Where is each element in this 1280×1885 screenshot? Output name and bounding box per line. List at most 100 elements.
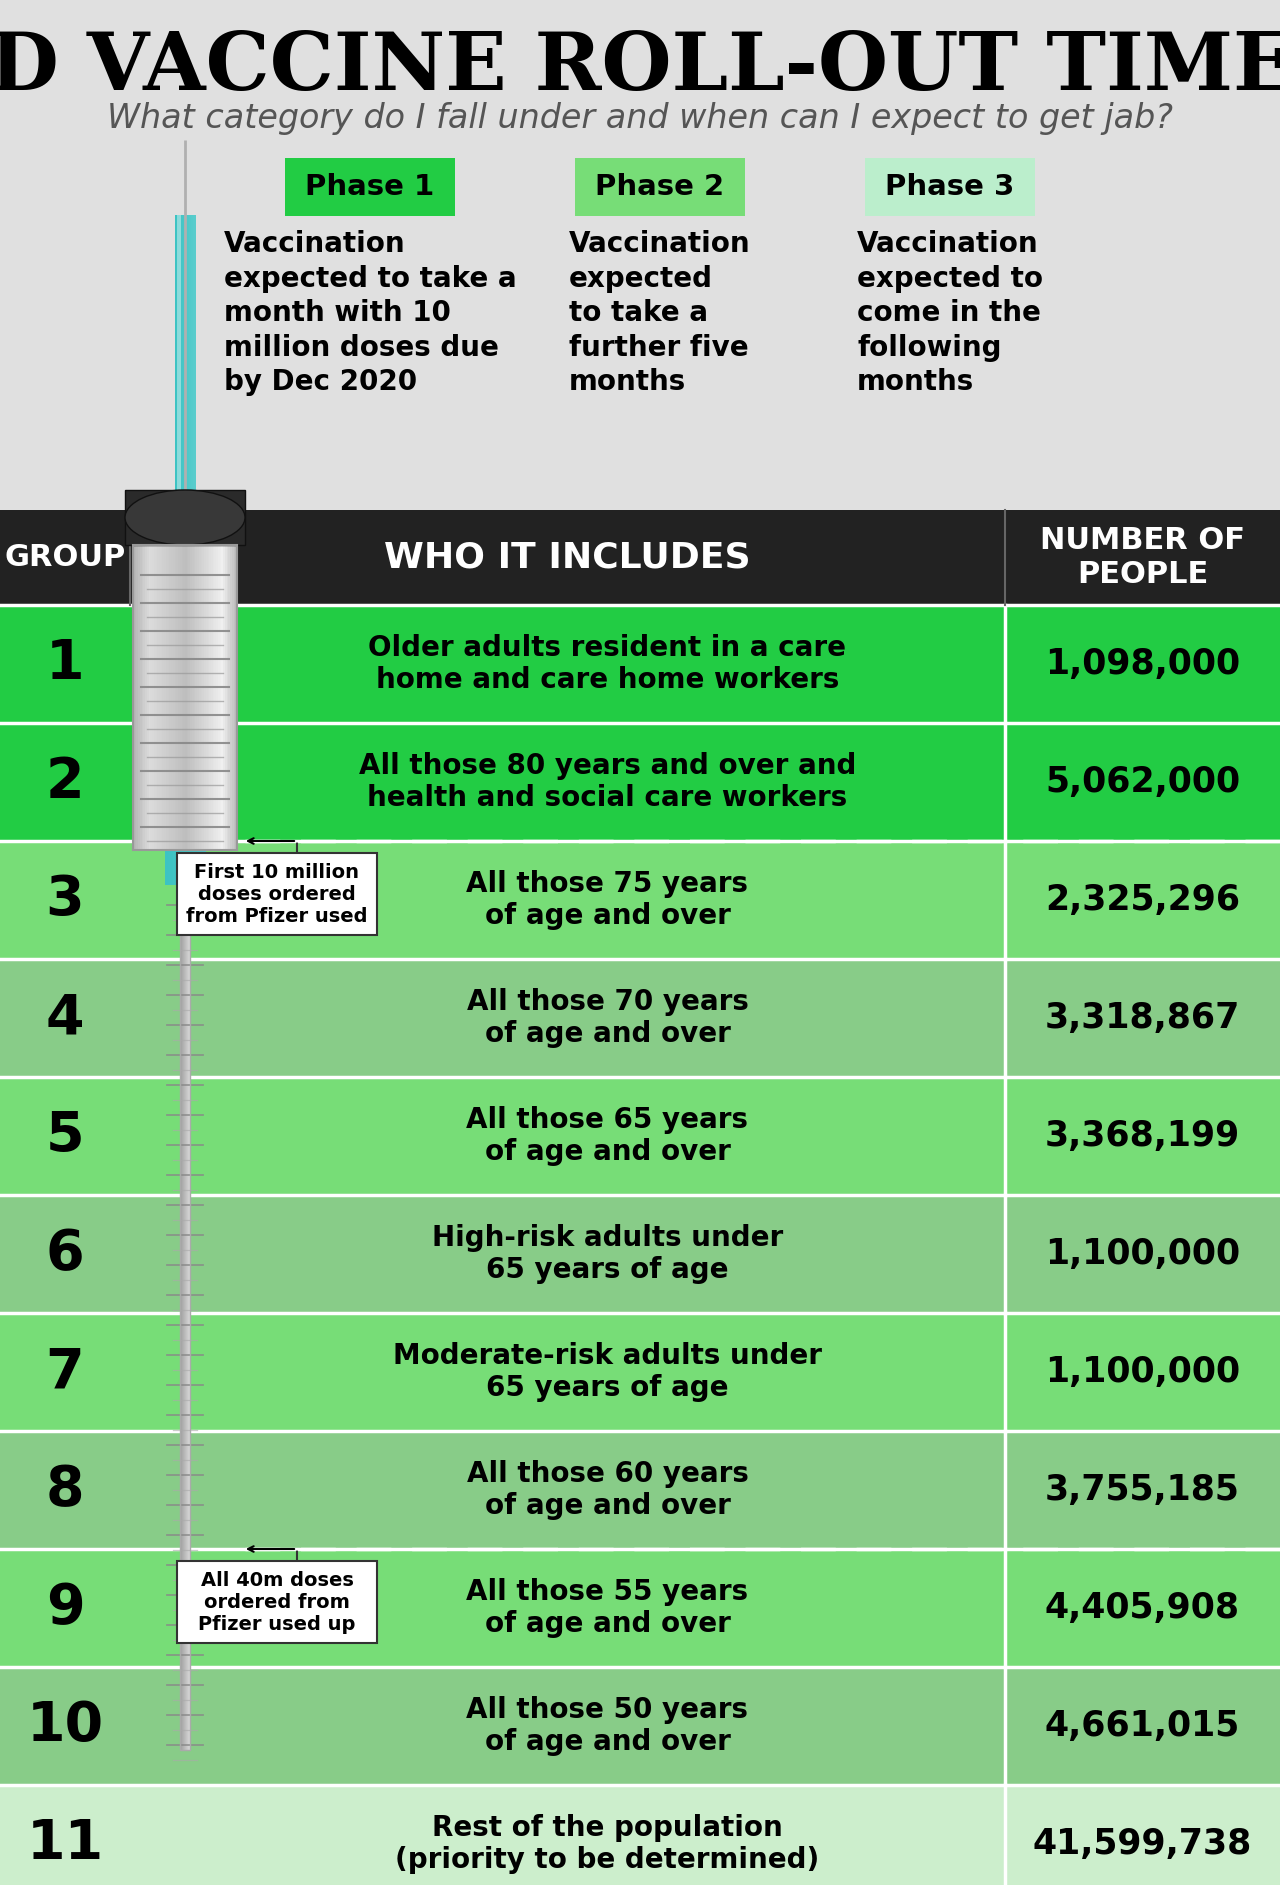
Bar <box>165 850 166 884</box>
Bar <box>170 850 173 884</box>
Text: Vaccination
expected to
come in the
following
months: Vaccination expected to come in the foll… <box>858 230 1043 396</box>
Text: High-risk adults under
65 years of age: High-risk adults under 65 years of age <box>431 1223 783 1284</box>
Text: Moderate-risk adults under
65 years of age: Moderate-risk adults under 65 years of a… <box>393 1342 822 1402</box>
Text: First 10 million
doses ordered
from Pfizer used: First 10 million doses ordered from Pfiz… <box>187 863 367 926</box>
Bar <box>191 850 192 884</box>
Text: 9: 9 <box>46 1582 84 1634</box>
Bar <box>192 545 195 850</box>
Bar <box>182 545 184 850</box>
Bar <box>0 1785 1280 1885</box>
Bar <box>0 1549 1280 1666</box>
Bar <box>183 545 186 850</box>
Text: 2: 2 <box>46 756 84 809</box>
Text: 4,661,015: 4,661,015 <box>1044 1710 1240 1744</box>
Text: 3: 3 <box>46 873 84 927</box>
Bar <box>177 215 180 496</box>
FancyBboxPatch shape <box>177 854 378 935</box>
Text: 6: 6 <box>46 1227 84 1282</box>
Bar <box>0 511 1280 605</box>
Bar <box>197 850 198 884</box>
Bar <box>225 545 227 850</box>
Bar <box>188 850 189 884</box>
Bar <box>193 545 196 850</box>
Bar <box>137 545 138 850</box>
Text: 11: 11 <box>27 1817 104 1872</box>
Text: WHO IT INCLUDES: WHO IT INCLUDES <box>384 541 751 575</box>
Bar <box>159 545 161 850</box>
Text: All those 80 years and over and
health and social care workers: All those 80 years and over and health a… <box>358 752 856 812</box>
Bar <box>206 545 209 850</box>
Bar <box>145 545 147 850</box>
Text: GROUP: GROUP <box>4 543 125 571</box>
Bar <box>196 850 197 884</box>
Bar <box>138 545 141 850</box>
Text: Vaccination
expected to take a
month with 10
million doses due
by Dec 2020: Vaccination expected to take a month wit… <box>224 230 516 396</box>
Text: 7: 7 <box>46 1346 84 1399</box>
Bar <box>198 545 201 850</box>
Bar <box>200 850 201 884</box>
Bar <box>201 850 202 884</box>
Bar <box>209 545 211 850</box>
Bar <box>186 850 187 884</box>
Bar <box>227 545 229 850</box>
Bar <box>182 850 184 884</box>
Bar <box>221 545 224 850</box>
Text: 41,599,738: 41,599,738 <box>1033 1827 1252 1860</box>
Text: 2,325,296: 2,325,296 <box>1044 882 1240 916</box>
Bar <box>0 959 1280 1076</box>
Bar <box>220 545 221 850</box>
Bar <box>166 545 168 850</box>
Text: Phase 3: Phase 3 <box>886 173 1015 202</box>
Bar <box>0 841 1280 959</box>
Bar <box>168 850 169 884</box>
Bar <box>148 545 151 850</box>
Bar <box>180 884 189 1749</box>
Text: NUMBER OF
PEOPLE: NUMBER OF PEOPLE <box>1039 526 1245 588</box>
Bar <box>195 850 196 884</box>
Text: 1,098,000: 1,098,000 <box>1044 647 1240 680</box>
Bar <box>173 545 175 850</box>
Bar <box>169 850 170 884</box>
Text: 5,062,000: 5,062,000 <box>1044 765 1240 799</box>
Bar <box>228 545 230 850</box>
Bar <box>180 850 183 884</box>
FancyBboxPatch shape <box>177 1561 378 1644</box>
Bar <box>179 850 182 884</box>
Bar <box>191 545 192 850</box>
Bar <box>193 850 195 884</box>
Bar <box>183 850 186 884</box>
Text: Rest of the population
(priority to be determined): Rest of the population (priority to be d… <box>396 1813 819 1874</box>
Bar <box>140 545 142 850</box>
Text: All those 60 years
of age and over: All those 60 years of age and over <box>467 1459 749 1519</box>
Bar <box>125 490 244 545</box>
Bar <box>189 850 191 884</box>
Bar <box>233 545 236 850</box>
Text: All 40m doses
ordered from
Pfizer used up: All 40m doses ordered from Pfizer used u… <box>198 1570 356 1634</box>
Bar <box>236 545 238 850</box>
Bar <box>173 850 175 884</box>
Bar <box>0 605 1280 724</box>
Bar <box>196 545 197 850</box>
Bar <box>192 850 193 884</box>
Text: What category do I fall under and when can I expect to get jab?: What category do I fall under and when c… <box>108 102 1172 134</box>
Bar <box>154 545 156 850</box>
Bar <box>178 850 180 884</box>
Bar <box>204 545 206 850</box>
Bar <box>0 1431 1280 1549</box>
Bar <box>150 545 152 850</box>
Bar <box>175 850 178 884</box>
Text: Phase 2: Phase 2 <box>595 173 724 202</box>
Text: All those 50 years
of age and over: All those 50 years of age and over <box>466 1696 749 1757</box>
Text: 4,405,908: 4,405,908 <box>1044 1591 1240 1625</box>
Text: 8: 8 <box>46 1463 84 1517</box>
Bar <box>177 850 179 884</box>
Bar <box>166 850 168 884</box>
Bar <box>223 545 225 850</box>
Bar <box>172 850 174 884</box>
Bar <box>168 545 170 850</box>
Bar <box>142 545 143 850</box>
Bar <box>133 545 136 850</box>
Bar <box>134 545 137 850</box>
Text: 1,100,000: 1,100,000 <box>1044 1237 1240 1270</box>
Bar <box>152 545 155 850</box>
